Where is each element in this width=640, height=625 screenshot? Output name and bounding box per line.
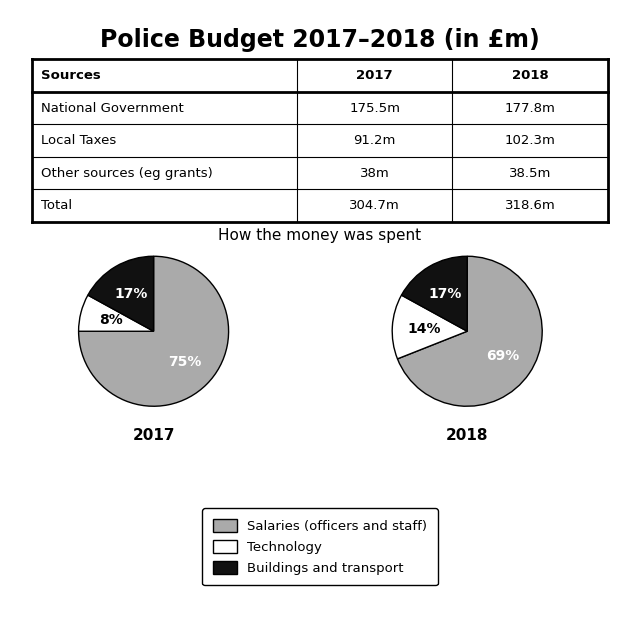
Bar (32, 157, 297, 189)
Bar (297, 189, 452, 222)
Text: 2018: 2018 (512, 69, 548, 82)
Bar (297, 157, 452, 189)
Text: 8%: 8% (100, 313, 124, 328)
Bar (32, 59, 297, 92)
Bar (452, 189, 608, 222)
Wedge shape (79, 256, 228, 406)
Wedge shape (79, 295, 154, 331)
Text: 177.8m: 177.8m (505, 102, 556, 114)
Text: 17%: 17% (428, 287, 461, 301)
Wedge shape (401, 256, 467, 331)
Wedge shape (392, 295, 467, 359)
Text: Other sources (eg grants): Other sources (eg grants) (41, 167, 212, 179)
Bar (297, 59, 452, 92)
Bar (32, 124, 297, 157)
Text: How the money was spent: How the money was spent (218, 228, 422, 243)
Text: National Government: National Government (41, 102, 184, 114)
Text: 102.3m: 102.3m (505, 134, 556, 147)
Text: 318.6m: 318.6m (505, 199, 556, 212)
Wedge shape (397, 256, 542, 406)
Text: 38m: 38m (360, 167, 390, 179)
Text: 38.5m: 38.5m (509, 167, 552, 179)
Bar (297, 124, 452, 157)
Text: 17%: 17% (115, 287, 148, 301)
Text: 2017: 2017 (356, 69, 393, 82)
Text: 91.2m: 91.2m (353, 134, 396, 147)
Text: 175.5m: 175.5m (349, 102, 400, 114)
Text: 304.7m: 304.7m (349, 199, 400, 212)
Text: 69%: 69% (486, 349, 520, 362)
Bar (452, 157, 608, 189)
Bar (452, 59, 608, 92)
Bar (452, 124, 608, 157)
Text: Local Taxes: Local Taxes (41, 134, 116, 147)
Text: 14%: 14% (407, 321, 440, 336)
Wedge shape (88, 256, 154, 331)
Bar (32, 92, 297, 124)
Bar (452, 92, 608, 124)
Bar (32, 189, 297, 222)
Text: Sources: Sources (41, 69, 100, 82)
Text: 2018: 2018 (446, 428, 488, 443)
Text: Police Budget 2017–2018 (in £m): Police Budget 2017–2018 (in £m) (100, 28, 540, 52)
Legend: Salaries (officers and staff), Technology, Buildings and transport: Salaries (officers and staff), Technolog… (202, 508, 438, 586)
Text: Total: Total (41, 199, 72, 212)
Text: 2017: 2017 (132, 428, 175, 443)
Bar (297, 92, 452, 124)
Text: 75%: 75% (168, 355, 201, 369)
